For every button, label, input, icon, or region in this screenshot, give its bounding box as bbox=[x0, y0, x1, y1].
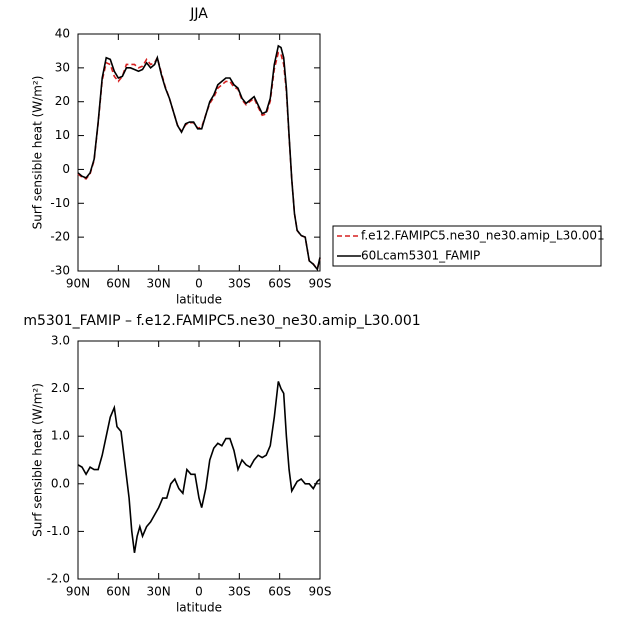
y-tick-label: -2.0 bbox=[47, 572, 70, 586]
x-tick-label: 30N bbox=[147, 585, 171, 599]
y-tick-label: 0.0 bbox=[51, 476, 70, 490]
chart-title: JJA bbox=[189, 6, 208, 22]
y-axis-label: Surf sensible heat (W/m²) bbox=[31, 383, 45, 537]
series-line bbox=[77, 51, 321, 272]
x-tick-label: 0 bbox=[195, 277, 203, 291]
x-tick-label: 30S bbox=[228, 277, 251, 291]
legend-box bbox=[332, 225, 602, 267]
series-line bbox=[77, 381, 321, 553]
x-tick-label: 60S bbox=[268, 277, 291, 291]
y-tick-label: 1.0 bbox=[51, 429, 70, 443]
y-axis-label: Surf sensible heat (W/m²) bbox=[31, 76, 45, 230]
plot-frame bbox=[77, 340, 321, 580]
x-tick-label: 0 bbox=[195, 585, 203, 599]
chart-title: m5301_FAMIP – f.e12.FAMIPC5.ne30_ne30.am… bbox=[23, 313, 420, 329]
x-tick-label: 90S bbox=[309, 277, 332, 291]
x-tick-label: 90N bbox=[66, 585, 90, 599]
y-tick-label: 10 bbox=[55, 128, 70, 142]
y-tick-label: 20 bbox=[55, 94, 70, 108]
y-tick-label: -10 bbox=[50, 196, 70, 210]
x-tick-label: 30S bbox=[228, 585, 251, 599]
y-tick-label: 30 bbox=[55, 60, 70, 74]
x-tick-label: 30N bbox=[147, 277, 171, 291]
x-tick-label: 60N bbox=[106, 585, 130, 599]
x-axis-label: latitude bbox=[176, 601, 222, 615]
x-tick-label: 60N bbox=[106, 277, 130, 291]
x-tick-label: 90S bbox=[309, 585, 332, 599]
x-axis-label: latitude bbox=[176, 293, 222, 307]
legend-label: 60Lcam5301_FAMIP bbox=[361, 249, 480, 263]
y-tick-label: -30 bbox=[50, 264, 70, 278]
series-line bbox=[77, 44, 321, 272]
x-tick-label: 60S bbox=[268, 585, 291, 599]
y-tick-label: -1.0 bbox=[47, 524, 70, 538]
y-tick-label: 40 bbox=[55, 27, 70, 41]
legend-label: f.e12.FAMIPC5.ne30_ne30.amip_L30.001 bbox=[361, 229, 605, 243]
y-tick-label: 0 bbox=[62, 162, 70, 176]
y-tick-label: 3.0 bbox=[51, 334, 70, 348]
y-tick-label: 2.0 bbox=[51, 381, 70, 395]
x-tick-label: 90N bbox=[66, 277, 90, 291]
y-tick-label: -20 bbox=[50, 230, 70, 244]
